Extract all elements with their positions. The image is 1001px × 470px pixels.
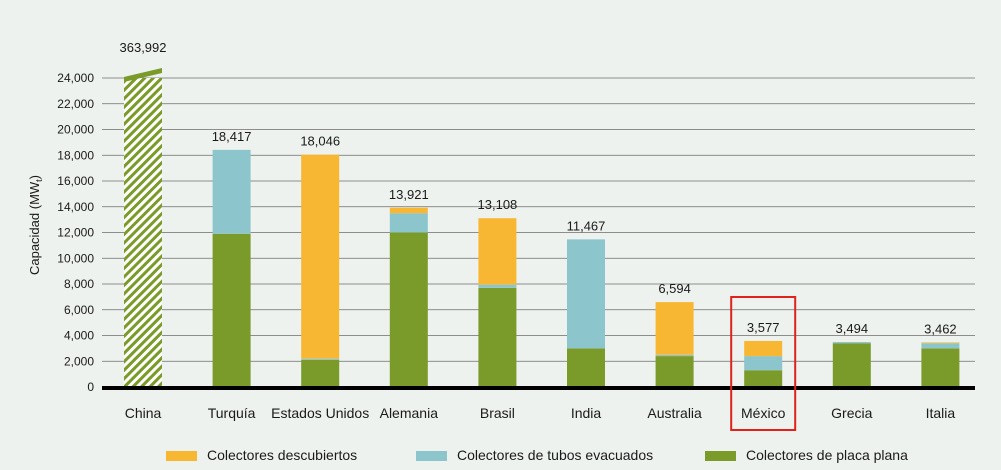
total-label-australia: 6,594 xyxy=(658,281,691,296)
y-tick-label: 4,000 xyxy=(64,329,94,343)
bar-segment-colectores-de-tubos-evacuados xyxy=(389,213,428,233)
axis-break-mark xyxy=(124,68,162,82)
x-tick-label-brasil: Brasil xyxy=(480,405,515,421)
highlight-box xyxy=(730,296,797,431)
y-tick-label: 6,000 xyxy=(64,303,94,317)
total-labels: 363,992 18,417 18,046 13,921 13,108 11,467 6,5… xyxy=(120,40,957,336)
y-tick-label: 10,000 xyxy=(57,251,94,265)
y-tick-label: 12,000 xyxy=(57,226,94,240)
bar-segment-colectores-descubiertos xyxy=(921,342,960,344)
y-axis-title: Capacidad (MWt) xyxy=(27,175,44,275)
bar-china xyxy=(124,68,162,387)
legend-swatch xyxy=(166,451,197,461)
bar-segment-colectores-de-placa-plana xyxy=(389,232,428,387)
bars xyxy=(124,68,960,387)
bar-segment-colectores-descubiertos xyxy=(389,207,428,214)
y-tick-label: 16,000 xyxy=(57,174,94,188)
y-tick-label: 0 xyxy=(87,380,94,394)
x-tick-label-turquia: Turquía xyxy=(208,405,256,421)
x-tick-label-grecia: Grecia xyxy=(831,405,872,421)
x-tick-label-estados-unidos: Estados Unidos xyxy=(271,405,369,421)
bar-alemania xyxy=(389,207,428,387)
bar-segment-colectores-de-tubos-evacuados xyxy=(567,239,605,349)
y-axis-title-subscript: t xyxy=(34,179,44,182)
y-tick-label: 22,000 xyxy=(57,97,94,111)
x-tick-label-china: China xyxy=(125,405,162,421)
x-axis: China Turquía Estados Unidos Alemania Brasil… xyxy=(102,386,975,421)
bar-segment-colectores-de-tubos-evacuados xyxy=(655,354,694,357)
bar-segment-colectores-de-placa-plana xyxy=(921,348,960,387)
total-label-estados-unidos: 18,046 xyxy=(300,134,340,149)
y-tick-label: 8,000 xyxy=(64,277,94,291)
bar-segment-colectores-de-placa-plana xyxy=(655,356,694,387)
total-label-grecia: 3,494 xyxy=(836,321,869,336)
total-label-india: 11,467 xyxy=(567,218,606,233)
y-tick-label: 20,000 xyxy=(57,123,94,137)
bar-india xyxy=(567,239,605,387)
y-tick-label: 24,000 xyxy=(57,71,94,85)
total-label-brasil: 13,108 xyxy=(478,197,518,212)
x-tick-label-india: India xyxy=(571,405,602,421)
bar-segment-colectores-de-tubos-evacuados xyxy=(744,356,783,371)
x-tick-label-italia: Italia xyxy=(926,405,956,421)
x-tick-label-alemania: Alemania xyxy=(380,405,439,421)
legend-swatch xyxy=(705,451,736,461)
legend-label: Colectores descubiertos xyxy=(207,447,357,463)
legend: Colectores descubiertos Colectores de tub… xyxy=(166,447,908,463)
legend-item-colectores-de-tubos-evacuados: Colectores de tubos evacuados xyxy=(416,447,653,463)
y-tick-label: 18,000 xyxy=(57,148,94,162)
bar-brasil xyxy=(478,218,517,387)
total-label-mexico: 3,577 xyxy=(747,320,780,335)
bar-segment-colectores-descubiertos xyxy=(655,302,694,355)
bar-segment-colectores-descubiertos xyxy=(301,154,340,359)
bar-segment-colectores-de-tubos-evacuados xyxy=(832,342,871,344)
highlight xyxy=(730,296,797,431)
y-axis-title-close: ) xyxy=(27,175,42,179)
legend-label: Colectores de tubos evacuados xyxy=(457,447,653,463)
bar-segment-off-scale xyxy=(124,78,162,387)
y-axis: Capacidad (MWt) 0 2,000 4,000 6,000 8,000 10,… xyxy=(27,71,94,394)
bar-segment-colectores-de-placa-plana xyxy=(744,370,783,387)
legend-item-colectores-descubiertos: Colectores descubiertos xyxy=(166,447,357,463)
bar-estados-unidos xyxy=(301,154,340,387)
x-tick-label-australia: Australia xyxy=(647,405,702,421)
bar-italia xyxy=(921,342,960,387)
bar-segment-colectores-de-placa-plana xyxy=(478,287,517,387)
legend-label: Colectores de placa plana xyxy=(746,447,908,463)
x-tick-label-mexico: México xyxy=(741,405,786,421)
bar-mexico xyxy=(744,340,783,387)
total-label-turquia: 18,417 xyxy=(212,129,252,144)
y-tick-label: 14,000 xyxy=(57,200,94,214)
bar-segment-colectores-descubiertos xyxy=(478,218,517,285)
bar-segment-colectores-de-tubos-evacuados xyxy=(301,358,340,360)
total-label-italia: 3,462 xyxy=(924,321,957,336)
bar-segment-colectores-de-placa-plana xyxy=(832,343,871,387)
bar-segment-colectores-de-placa-plana xyxy=(301,359,340,387)
y-axis-title-main: Capacidad (MW xyxy=(27,181,42,275)
legend-swatch xyxy=(416,451,447,461)
bar-australia xyxy=(655,302,694,387)
bar-grecia xyxy=(832,342,871,387)
bar-segment-colectores-de-tubos-evacuados xyxy=(478,284,517,288)
bar-segment-colectores-descubiertos xyxy=(744,340,783,357)
total-label-china: 363,992 xyxy=(120,40,167,55)
bar-turquia xyxy=(212,149,251,387)
bar-segment-colectores-de-placa-plana xyxy=(567,348,605,387)
legend-item-colectores-de-placa-plana: Colectores de placa plana xyxy=(705,447,908,463)
bar-segment-colectores-de-tubos-evacuados xyxy=(212,149,251,234)
total-label-alemania: 13,921 xyxy=(389,187,429,202)
bar-segment-colectores-de-placa-plana xyxy=(212,233,251,387)
bar-segment-colectores-de-tubos-evacuados xyxy=(921,343,960,349)
y-tick-label: 2,000 xyxy=(64,354,94,368)
